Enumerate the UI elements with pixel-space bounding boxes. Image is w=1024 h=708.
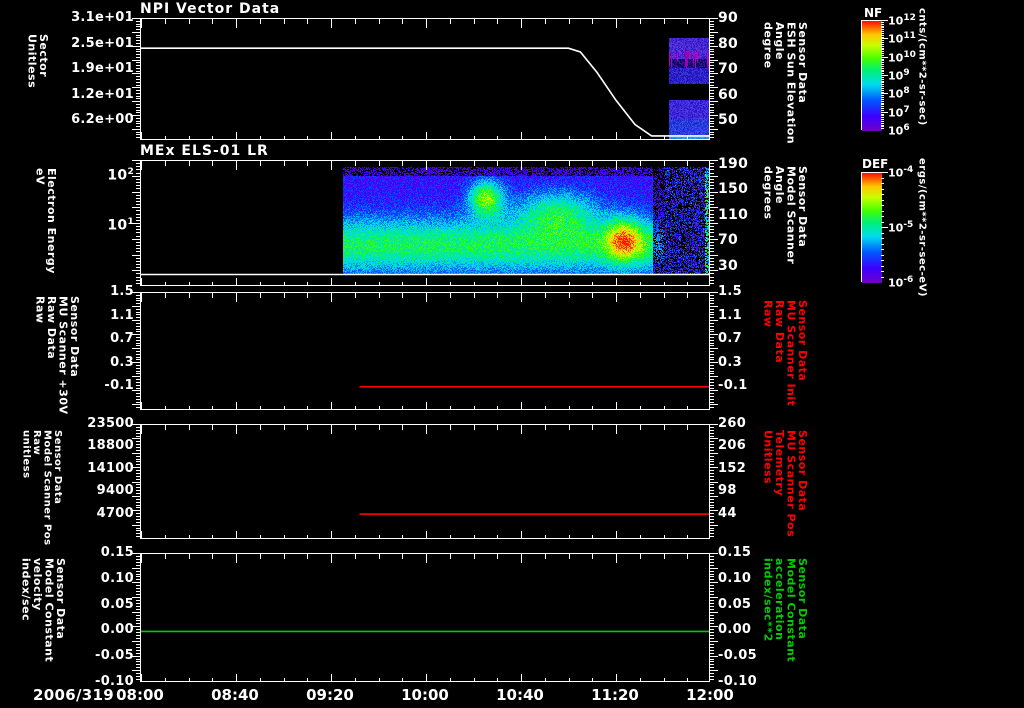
axis-x-ticks	[141, 425, 710, 539]
panel-4-right-label: Sensor Data MU Scanner Pos Telemetry Uni…	[762, 430, 808, 536]
axis-tick-label: 80	[718, 37, 738, 51]
colorbar-nf-unit: cnts/(cm**2-sr-sec)	[916, 8, 927, 126]
axis-tick-label: 30	[718, 259, 738, 273]
axis-tick-label: 0.15	[718, 546, 751, 559]
axis-tick-label: 0.10	[718, 572, 751, 585]
panel-5-plot-area[interactable]	[140, 553, 710, 682]
axis-tick-label: 0.3	[718, 356, 742, 369]
axis-tick-label: 1.2e+01	[71, 88, 134, 101]
axis-tick-label: 1.1	[718, 309, 742, 322]
axis-tick-label: 206	[718, 439, 746, 452]
time-axis-tick: 10:00	[395, 688, 455, 703]
panel-5-left-label: Sensor Data Model Constant velocity inde…	[20, 558, 66, 678]
axis-tick-label: 23500	[87, 417, 134, 430]
colorbar-tick-label: 107	[888, 106, 910, 119]
axis-tick-label: 0.7	[718, 332, 742, 345]
axis-minor-ticks	[710, 553, 720, 682]
axis-tick-label: 150	[718, 182, 748, 196]
axis-minor-ticks	[130, 553, 140, 682]
axis-minor-ticks	[130, 18, 140, 140]
axis-x-ticks	[141, 293, 710, 410]
axis-tick-label: 90	[718, 11, 738, 25]
axis-x-ticks	[141, 161, 710, 286]
colorbar-def-title: DEF	[862, 157, 888, 171]
time-axis-tick: 12:00	[680, 688, 740, 703]
panel-3-plot-area[interactable]	[140, 292, 710, 410]
axis-tick-label: 60	[718, 88, 738, 102]
axis-tick-label: 98	[718, 484, 737, 497]
axis-tick-label: 9400	[97, 484, 134, 497]
colorbar-def	[861, 172, 881, 282]
colorbar-tick-label: 1010	[888, 51, 916, 64]
colorbar-tick-label: 10-4	[888, 166, 913, 179]
panel-1-right-label: Sensor Data ESH Sun Elevation Angle degr…	[762, 22, 808, 140]
axis-minor-ticks	[710, 160, 720, 286]
axis-tick-label: 18800	[87, 439, 134, 452]
axis-tick-label: 0.05	[718, 598, 751, 611]
panel-2-plot-area[interactable]	[140, 160, 710, 286]
axis-tick-label: 1.5	[718, 285, 742, 298]
panel-2-left-label: Electron Energy eV	[34, 168, 57, 278]
time-axis-tick: 11:20	[585, 688, 645, 703]
panel-4-left-label: Sensor Data Model Scanner Pos Raw unitle…	[20, 430, 62, 536]
date-label: 2006/319	[33, 688, 114, 703]
panel-1-plot-area[interactable]	[140, 18, 710, 140]
axis-tick-label: 260	[718, 417, 746, 430]
colorbar-nf-title: NF	[864, 6, 882, 20]
colorbar-tick-label: 109	[888, 69, 910, 82]
panel-1-title: NPI Vector Data	[140, 2, 280, 16]
colorbar-tick-label: 10-6	[888, 276, 913, 289]
panel-5-right-label: Sensor Data Model Constant acceleration …	[762, 558, 808, 678]
axis-minor-ticks	[130, 424, 140, 539]
axis-tick-label: 0.15	[101, 546, 134, 559]
axis-tick-label: 0.00	[718, 623, 751, 636]
time-axis-tick: 08:40	[205, 688, 265, 703]
time-axis-tick: 10:40	[490, 688, 550, 703]
time-axis-tick: 09:20	[300, 688, 360, 703]
colorbar-tick-label: 1012	[888, 14, 916, 27]
axis-minor-ticks	[710, 18, 720, 140]
axis-x-ticks	[141, 554, 710, 682]
time-axis-tick: 08:00	[110, 688, 170, 703]
axis-minor-ticks	[130, 160, 140, 286]
axis-tick-label: 1.9e+01	[71, 62, 134, 75]
axis-tick-label: 2.5e+01	[71, 37, 134, 50]
axis-minor-ticks	[710, 292, 720, 410]
axis-tick-label: 0.10	[101, 572, 134, 585]
colorbar-tick-label: 108	[888, 87, 910, 100]
axis-tick-label: 3.1e+01	[71, 11, 134, 24]
axis-tick-label: 110	[718, 208, 748, 222]
axis-tick-label: 190	[718, 157, 748, 171]
axis-tick-label: 70	[718, 233, 738, 247]
axis-tick-label: 14100	[87, 462, 134, 475]
axis-tick-label: -0.05	[718, 649, 757, 662]
panel-2-right-label: Sensor Data Model Scanner Angle degrees	[762, 166, 808, 284]
axis-tick-label: -0.1	[718, 379, 748, 392]
axis-tick-label: 4700	[97, 507, 134, 520]
axis-tick-label: -0.05	[95, 649, 134, 662]
panel-3-right-label: Sensor Data MU Scanner Init Raw Data Raw	[762, 300, 808, 406]
axis-tick-label: 44	[718, 507, 737, 520]
panel-3-left-label: Sensor Data MU Scanner +30V Raw Data Raw	[34, 296, 80, 406]
axis-tick-label: 70	[718, 62, 738, 76]
axis-minor-ticks	[130, 292, 140, 410]
colorbar-tick-label: 106	[888, 124, 910, 137]
colorbar-tick-label: 10-5	[888, 221, 913, 234]
axis-minor-ticks	[710, 424, 720, 539]
colorbar-def-unit: ergs/(cm**2-sr-sec-eV)	[916, 158, 927, 297]
axis-tick-label: 0.00	[101, 623, 134, 636]
axis-tick-label: 152	[718, 462, 746, 475]
axis-tick-label: 6.2e+00	[71, 113, 134, 126]
panel-2-title: MEx ELS-01 LR	[140, 144, 269, 158]
colorbar-nf	[861, 20, 881, 130]
panel-4-plot-area[interactable]	[140, 424, 710, 539]
colorbar-minor-ticks	[881, 20, 888, 130]
panel-1-left-label: Sector Unitless	[26, 34, 49, 130]
axis-tick-label: 50	[718, 113, 738, 127]
axis-tick-label: 0.05	[101, 598, 134, 611]
colorbar-tick-label: 1011	[888, 32, 916, 45]
colorbar-minor-ticks	[881, 172, 888, 282]
axis-x-ticks	[141, 19, 710, 140]
